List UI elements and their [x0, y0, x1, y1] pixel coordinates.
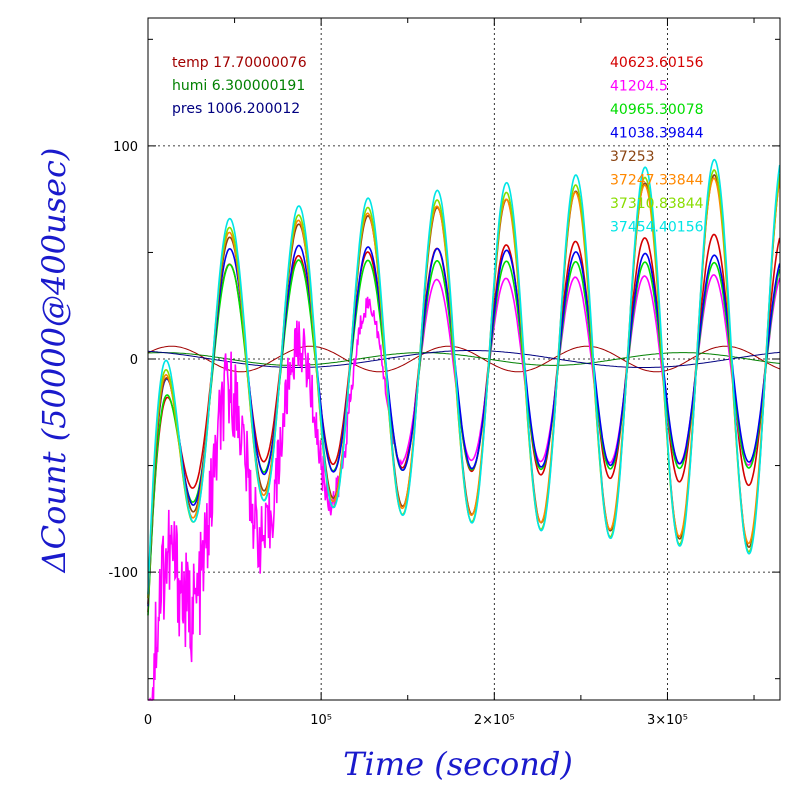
environment-legend: temp 17.70000076 humi 6.300000191 pres 100… [172, 55, 307, 117]
x-axis-title: Time (second) [343, 745, 573, 783]
grid-lines [148, 18, 780, 700]
series-line [147, 244, 781, 607]
env-legend-entry: humi 6.300000191 [172, 78, 305, 94]
y-tick-label: 100 [113, 140, 138, 155]
series-line [147, 158, 781, 595]
series-legend-entry: 37310.83844 [610, 196, 704, 212]
series-legend-entry: 40623.60156 [610, 55, 704, 71]
y-tick-label: 0 [130, 353, 138, 368]
y-tick-label: -100 [108, 566, 138, 581]
x-tick-label: 3×10⁵ [647, 713, 688, 728]
y-tick-labels: 100 0 -100 [108, 140, 138, 581]
x-tick-label: 0 [144, 713, 152, 728]
env-legend-entry: pres 1006.200012 [172, 101, 300, 117]
env-curve [147, 350, 781, 368]
series-legend-entry: 41204.5 [610, 79, 668, 95]
tick-marks [148, 18, 780, 700]
series-legend-entry: 37253 [610, 149, 655, 165]
x-tick-label: 2×10⁵ [474, 713, 515, 728]
series-legend-entry: 40965.30078 [610, 102, 704, 118]
series-lines [147, 158, 781, 701]
x-tick-labels: 0 10⁵ 2×10⁵ 3×10⁵ [144, 713, 688, 728]
x-tick-label: 10⁵ [310, 713, 332, 728]
env-curve [147, 345, 781, 373]
series-legend-entry: 37454.40156 [610, 220, 704, 236]
series-legend: 40623.60156 41204.5 40965.30078 41038.39844… [610, 55, 704, 236]
y-axis-title: ΔCount (50000@400usec) [35, 148, 73, 575]
series-legend-entry: 37247.33844 [610, 173, 704, 189]
env-legend-entry: temp 17.70000076 [172, 55, 307, 71]
series-legend-entry: 41038.39844 [610, 126, 704, 142]
env-curve [147, 352, 781, 366]
